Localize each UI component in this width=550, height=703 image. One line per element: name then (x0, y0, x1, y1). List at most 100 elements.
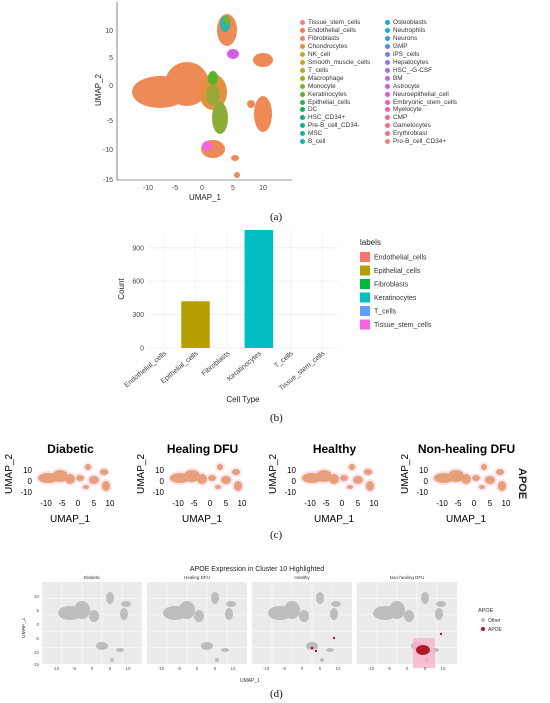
legend-label: Embryonic_stem_cells (393, 98, 457, 106)
legend-label: Endothelial_cells (308, 26, 356, 34)
panel-a: 10 5 0 -5 -10 -15 -10 -5 0 5 10 UMAP_1 U… (95, 0, 515, 205)
legend-swatch (385, 51, 390, 57)
c-xtick: 0 (472, 499, 477, 508)
d-xtick: 0 (301, 666, 304, 671)
d-xtick: 10 (335, 666, 341, 671)
d-xtick: 10 (230, 666, 236, 671)
c-xtick: 10 (502, 499, 511, 508)
a-xtick-5: 5 (231, 185, 235, 192)
legend-swatch (300, 115, 305, 121)
d-legend-swatch (481, 618, 485, 622)
a-xtick-m5: -5 (172, 185, 178, 192)
c-xtick: 10 (106, 499, 115, 508)
legend-item: Keratinocytes (300, 91, 347, 98)
c-cluster (215, 485, 221, 489)
legend-item: Neurons (385, 35, 417, 42)
d-apoe-point (439, 632, 443, 636)
d-cluster-other (120, 608, 128, 620)
d-xtick: 5 (109, 666, 112, 671)
legend-item: HSC_CD34+ (300, 114, 345, 121)
d-xtick: 5 (214, 666, 217, 671)
c-cluster (232, 469, 240, 475)
d-cluster-other (284, 601, 300, 619)
legend-label: Astrocyte (393, 82, 420, 90)
legend-label: Fibroblasts (308, 34, 340, 42)
d-facet-bg (252, 582, 352, 664)
umap-clusters (132, 14, 273, 178)
legend-swatch (300, 20, 305, 25)
a-ytick-0: 0 (109, 83, 113, 90)
c-cluster (481, 464, 487, 470)
c-cluster (89, 476, 99, 484)
b-xtick: T_cells (273, 350, 295, 370)
d-xtick: -5 (282, 666, 286, 671)
b-ytick: 900 (132, 245, 144, 252)
d-cluster-other (211, 592, 219, 604)
legend-label: Pre-B_cell_CD34- (308, 122, 360, 130)
a-ytick-m10: -10 (103, 147, 113, 154)
c-facet-title: Healthy (312, 442, 357, 456)
legend-label: Macrophage (308, 74, 344, 82)
c-cluster (498, 481, 506, 491)
legend-swatch (300, 75, 305, 81)
d-xtick: -5 (387, 666, 391, 671)
panel-c: Diabetic UMAP_2 UMAP_1 -10 -5 0 5 10 10 0 -10 Heali… (0, 440, 550, 530)
d-apoe-point (310, 646, 314, 650)
d-legend-swatch (481, 627, 485, 631)
c-xtick: -5 (454, 499, 462, 508)
legend-swatch (300, 51, 305, 57)
d-cluster-other (306, 642, 318, 650)
c-xtick: 0 (76, 499, 81, 508)
d-ytick: 5 (36, 608, 39, 613)
c-cluster (472, 475, 480, 481)
legend-item: Hepatocytes (385, 59, 429, 66)
legend-swatch (300, 67, 305, 73)
a-xtick-0: 0 (200, 185, 204, 192)
legend-item: iPS_cells (385, 51, 419, 58)
d-cluster-other (89, 610, 99, 622)
c-xtick: 10 (370, 499, 379, 508)
d-cluster-other (110, 658, 114, 662)
c-ytick: 0 (28, 477, 33, 486)
legend-item: Gametocytes (385, 122, 431, 129)
c-facet-title: Non-healing DFU (417, 442, 516, 456)
d-ytick: -10 (32, 650, 39, 655)
c-xlabel: UMAP_1 (446, 514, 487, 525)
legend-swatch (385, 27, 390, 33)
c-xtick: -10 (436, 499, 448, 508)
c-xtick: -10 (172, 499, 184, 508)
c-cluster (184, 470, 200, 482)
legend-swatch (385, 99, 390, 105)
caption-a: (a) (270, 211, 283, 223)
d-cluster-other (116, 648, 124, 652)
legend-label: Pro-B_cell_CD34+ (393, 138, 447, 146)
d-cluster-other (299, 610, 309, 622)
legend-item: T_cells (300, 67, 328, 74)
legend-item: Chondrocytes (300, 43, 347, 50)
legend-swatch (300, 91, 305, 97)
d-xtick: 5 (319, 666, 322, 671)
legend-swatch (385, 35, 390, 41)
d-cluster-other (436, 601, 446, 607)
b-xtick: Fibroblasts (201, 350, 232, 378)
d-cluster-other (320, 658, 324, 662)
c-xtick: -10 (304, 499, 316, 508)
b-ytick: 0 (140, 346, 144, 353)
legend-swatch (300, 27, 305, 33)
c-cluster (461, 474, 471, 484)
b-ylabel: Count (117, 278, 126, 300)
b-ytick: 600 (132, 279, 144, 286)
c-xtick: -5 (58, 499, 66, 508)
d-ytick: -15 (32, 662, 39, 667)
d-facet-bg (147, 582, 247, 664)
legend-item: Macrophage (300, 75, 344, 82)
panel-d-facets: Diabetic -10 -5 0 5 10 Healing DFU -10 -5 0 5 10 Hea… (22, 575, 503, 684)
c-cluster (353, 476, 363, 484)
c-ytick: -10 (284, 488, 296, 497)
c-umap: -10 -5 0 5 10 10 0 -10 (152, 462, 261, 508)
c-cluster (479, 485, 485, 489)
caption-b: (b) (270, 412, 283, 424)
d-ylabel: UMAP_2 (22, 618, 27, 638)
legend-label: Smooth_muscle_cells (308, 58, 371, 66)
bar-epithelial-cells (181, 301, 210, 348)
